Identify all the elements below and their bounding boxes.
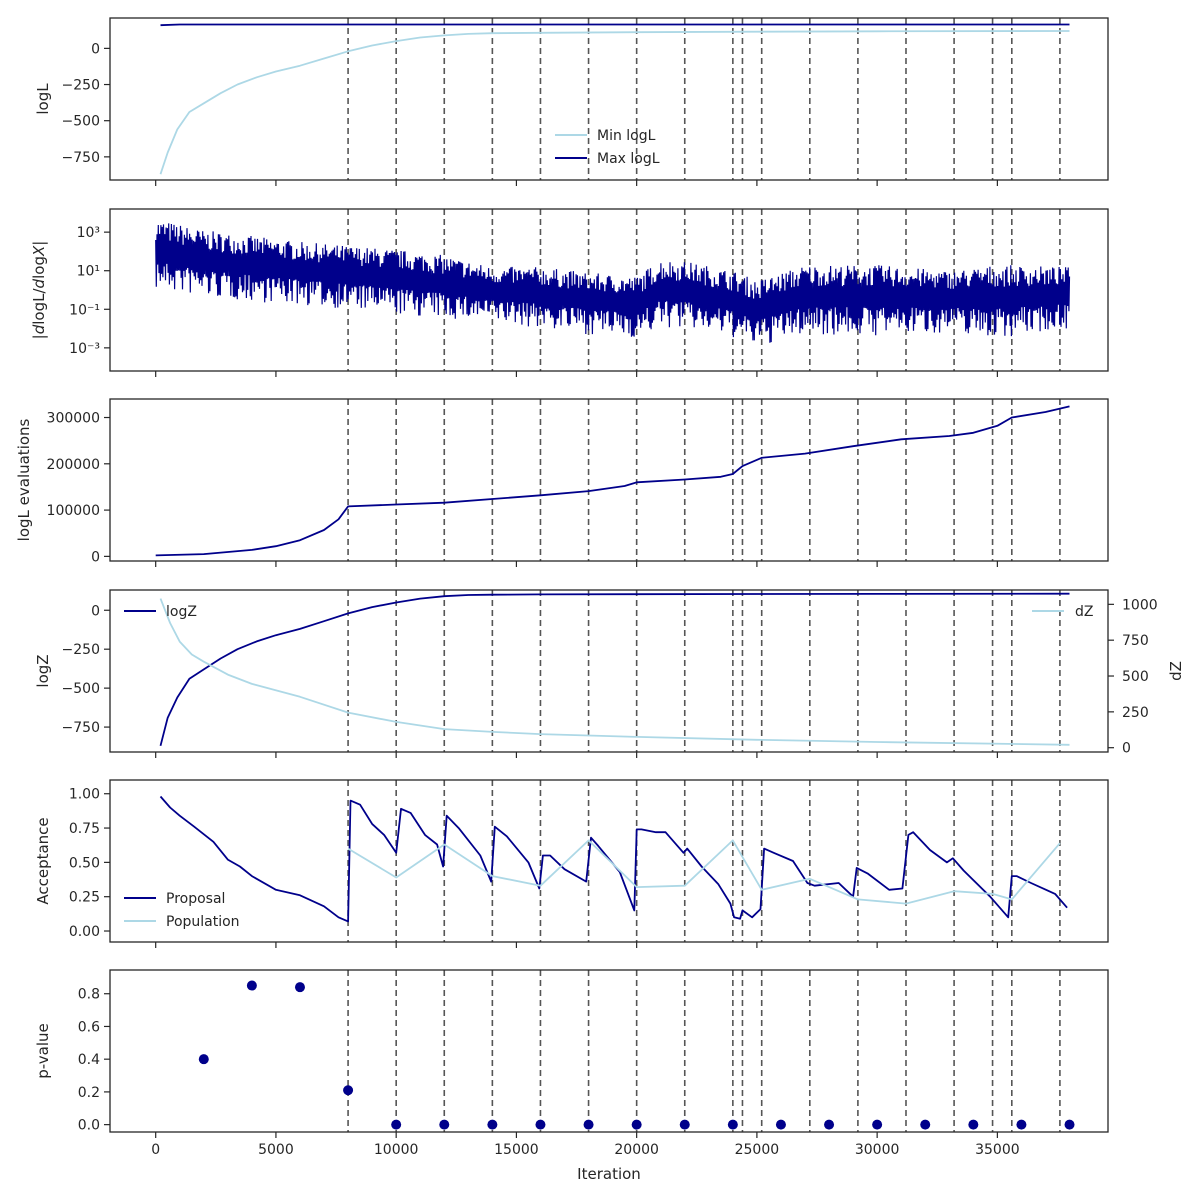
x-tick-label: 15000 — [494, 1142, 539, 1158]
y-axis-label: Acceptance — [34, 817, 52, 904]
panel-4: 0 −250 −500 −750 0 250 500 750 1000 dZ logZ logZ dZ — [34, 589, 1185, 758]
pvalue-point — [1064, 1119, 1075, 1130]
axes-frame — [109, 17, 1109, 181]
axes-frame — [109, 969, 1109, 1133]
pvalue-point — [968, 1119, 979, 1130]
axes-frame — [109, 398, 1109, 562]
y-tick-label: 0 — [91, 603, 100, 619]
x-tick-label: 30000 — [855, 1142, 900, 1158]
y-tick-label: −750 — [62, 150, 100, 166]
legend-label-dz: dZ — [1075, 604, 1093, 620]
pvalue-point — [294, 982, 305, 993]
y-tick-label: 0 — [91, 549, 100, 565]
x-tick-label: 10000 — [374, 1142, 419, 1158]
y-tick-label: 200000 — [47, 457, 100, 473]
y-axis-label: |dlogL/dlogX| — [30, 241, 48, 340]
y-tick-label: 0.25 — [69, 890, 100, 906]
pvalue-point — [198, 1054, 209, 1065]
x-tick-label: 25000 — [735, 1142, 780, 1158]
pvalue-point — [920, 1119, 931, 1130]
pvalue-point — [439, 1119, 450, 1130]
legend-label-max-logl: Max logL — [597, 151, 660, 167]
y-tick-label: 0.0 — [78, 1118, 100, 1134]
pvalue-point — [631, 1119, 642, 1130]
y-axis-label: logZ — [34, 654, 52, 687]
x-tick-label: 35000 — [975, 1142, 1020, 1158]
y-tick-label: −250 — [62, 78, 100, 94]
y-axis-label: logL evaluations — [15, 418, 33, 541]
series-line-main — [155, 405, 1070, 557]
dlogl-trace — [155, 223, 1071, 343]
y-tick-label: 10⁻¹ — [69, 302, 100, 318]
y-tick-label-right: 750 — [1122, 633, 1149, 649]
pvalue-point — [1016, 1119, 1027, 1130]
panel-1: 0 −250 −500 −750 logL Min logL Max logL — [34, 17, 1109, 186]
pvalue-point — [391, 1119, 402, 1130]
axes-frame — [109, 779, 1109, 943]
y-tick-label: 0.2 — [78, 1085, 100, 1101]
y-axis-label-right: dZ — [1167, 661, 1185, 681]
pvalue-point — [535, 1119, 546, 1130]
y-tick-label: 0.8 — [78, 987, 100, 1003]
y-tick-label: −250 — [62, 642, 100, 658]
y-tick-label: −750 — [62, 720, 100, 736]
axes-frame — [109, 589, 1109, 753]
y-tick-label: 0 — [91, 41, 100, 57]
y-tick-label: 10⁻³ — [69, 341, 100, 357]
pvalue-point — [872, 1119, 883, 1130]
pvalue-point — [487, 1119, 498, 1130]
y-axis-label: p-value — [34, 1023, 52, 1079]
y-tick-label: 300000 — [47, 411, 100, 427]
pvalue-point — [824, 1119, 835, 1130]
legend-label-min-logl: Min logL — [597, 128, 656, 144]
y-tick-label-right: 1000 — [1122, 597, 1158, 613]
legend-label-logz: logZ — [166, 604, 197, 620]
y-tick-label-right: 250 — [1122, 705, 1149, 721]
series-line-dz — [159, 598, 1070, 746]
y-axis-label: logL — [34, 83, 52, 115]
series-line-min-logl — [159, 30, 1070, 175]
y-tick-label: 0.75 — [69, 821, 100, 837]
y-tick-label: 10³ — [77, 225, 100, 241]
y-tick-label: 0.6 — [78, 1019, 100, 1035]
pvalue-point — [727, 1119, 738, 1130]
y-tick-label: −500 — [62, 114, 100, 130]
x-tick-label: 0 — [151, 1142, 160, 1158]
y-tick-label: 10¹ — [77, 264, 100, 280]
y-tick-label: 0.00 — [69, 924, 100, 940]
y-tick-label-right: 500 — [1122, 669, 1149, 685]
series-line-population — [347, 839, 1061, 905]
axes-frame — [109, 208, 1109, 372]
panel-5: 1.00 0.75 0.50 0.25 0.00 Acceptance Proposal Po… — [34, 779, 1109, 948]
y-tick-label: 0.50 — [69, 855, 100, 871]
legend-label-proposal: Proposal — [166, 891, 225, 907]
pvalue-point — [246, 980, 257, 991]
panel-3: 0 100000 200000 300000 logL evaluations — [15, 398, 1109, 567]
series-line-proposal — [159, 795, 1068, 923]
x-tick-label: 5000 — [258, 1142, 294, 1158]
pvalue-point — [583, 1119, 594, 1130]
x-axis-label: Iteration — [577, 1165, 641, 1183]
legend-label-population: Population — [166, 914, 240, 930]
panel-6: 0.8 0.6 0.4 0.2 0.0 0 5000 10000 15000 20000 25000… — [34, 969, 1109, 1183]
y-tick-label: −500 — [62, 681, 100, 697]
y-tick-label: 1.00 — [69, 787, 100, 803]
pvalue-point — [775, 1119, 786, 1130]
series-line-max-logl — [160, 23, 1070, 27]
y-tick-label: 0.4 — [78, 1052, 100, 1068]
series-line-logz — [159, 592, 1070, 747]
pvalue-point — [343, 1085, 354, 1096]
panel-2: 10³ 10¹ 10⁻¹ 10⁻³ |dlogL/dlogX| — [30, 208, 1109, 377]
pvalue-point — [679, 1119, 690, 1130]
x-tick-label: 20000 — [614, 1142, 659, 1158]
y-tick-label-right: 0 — [1122, 741, 1131, 757]
y-tick-label: 100000 — [47, 503, 100, 519]
